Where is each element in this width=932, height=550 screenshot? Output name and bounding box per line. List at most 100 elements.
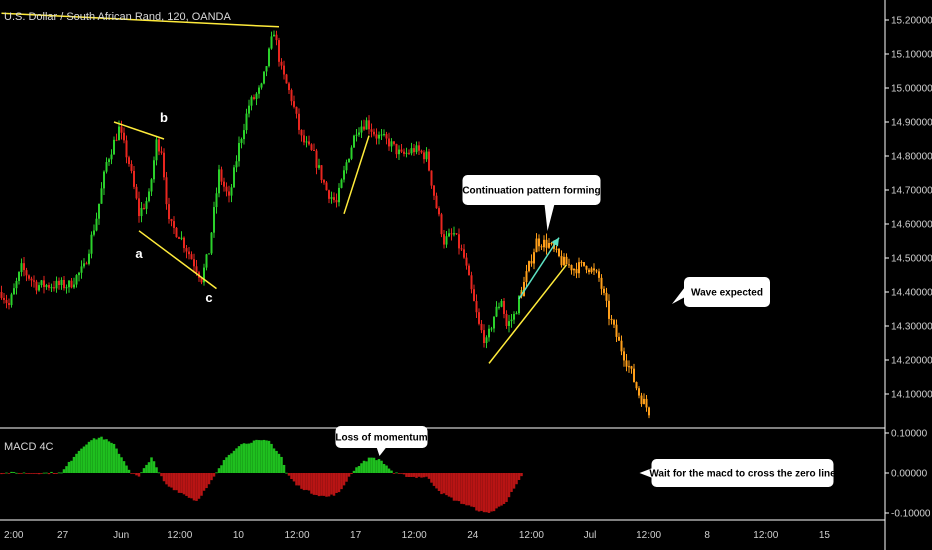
time-tick-label: 12:00 bbox=[284, 530, 309, 541]
price-candle bbox=[343, 165, 345, 183]
macd-bar bbox=[420, 473, 423, 478]
macd-bar bbox=[457, 473, 461, 502]
price-body bbox=[483, 330, 485, 344]
macd-bar bbox=[262, 439, 266, 473]
price-candle bbox=[283, 60, 285, 80]
price-candle bbox=[260, 82, 263, 90]
macd-bar bbox=[432, 473, 436, 486]
callout-box[interactable]: Continuation pattern forming bbox=[462, 175, 601, 231]
macd-bar bbox=[237, 446, 241, 473]
price-body bbox=[435, 195, 438, 209]
price-body bbox=[10, 294, 13, 306]
price-candle bbox=[458, 228, 460, 255]
candles-layer bbox=[0, 30, 523, 349]
price-body bbox=[275, 34, 278, 41]
price-body bbox=[293, 101, 295, 107]
callout-box[interactable]: Wave expected bbox=[672, 277, 770, 307]
macd-bar bbox=[50, 471, 53, 473]
trendline[interactable] bbox=[488, 264, 568, 364]
price-candle bbox=[5, 294, 8, 309]
projected-body bbox=[525, 271, 528, 283]
projected-candle bbox=[535, 233, 538, 253]
price-candle bbox=[330, 191, 333, 204]
trendline[interactable] bbox=[518, 237, 560, 300]
price-candle bbox=[3, 292, 5, 304]
price-body bbox=[185, 248, 188, 252]
price-body bbox=[390, 141, 393, 147]
price-body bbox=[163, 152, 165, 178]
price-candle bbox=[275, 30, 278, 46]
price-candle bbox=[108, 157, 110, 166]
price-candle bbox=[268, 47, 270, 68]
macd-panel[interactable] bbox=[0, 436, 523, 513]
price-candle bbox=[178, 236, 180, 239]
price-candle bbox=[175, 226, 178, 238]
price-body bbox=[188, 251, 190, 255]
price-candle bbox=[55, 276, 58, 293]
projected-candle bbox=[640, 392, 643, 407]
price-body bbox=[313, 149, 315, 151]
price-body bbox=[135, 186, 138, 199]
time-axis[interactable]: 2:00 27 Jun 12:00 10 12:00 17 12:00 24 12:00 Jul 12… bbox=[4, 530, 830, 541]
price-body bbox=[88, 253, 90, 264]
price-axis[interactable]: 15.20000 15.10000 15.00000 14.90000 14.80000… bbox=[885, 16, 932, 401]
trendline[interactable] bbox=[343, 135, 370, 215]
macd-bar bbox=[245, 443, 248, 473]
price-candle bbox=[145, 197, 148, 215]
price-body bbox=[505, 313, 508, 326]
trendline[interactable] bbox=[1, 12, 280, 28]
callout-box[interactable]: Wait for the macd to cross the zero line bbox=[639, 459, 837, 487]
price-body bbox=[125, 140, 128, 158]
callout-box[interactable]: Loss of momentum bbox=[335, 426, 428, 456]
price-candle bbox=[290, 88, 293, 106]
macd-bar bbox=[240, 444, 243, 473]
macd-bar bbox=[370, 457, 373, 473]
projected-candle bbox=[590, 266, 593, 274]
price-panel[interactable] bbox=[0, 12, 651, 419]
macd-bar bbox=[320, 473, 323, 496]
price-candle bbox=[480, 320, 483, 334]
macd-bar bbox=[345, 473, 348, 482]
price-body bbox=[225, 186, 228, 192]
macd-bar bbox=[102, 439, 106, 473]
price-candle bbox=[90, 231, 93, 259]
price-body bbox=[178, 237, 180, 239]
price-body bbox=[315, 150, 318, 168]
price-candle bbox=[485, 335, 488, 349]
macd-axis[interactable]: 0.10000 0.00000 -0.10000 bbox=[885, 429, 931, 520]
macd-bar bbox=[392, 473, 396, 474]
macd-bar bbox=[495, 473, 498, 509]
price-body bbox=[503, 300, 505, 314]
price-body bbox=[58, 280, 60, 286]
price-body bbox=[288, 83, 290, 91]
price-tick-label: 14.70000 bbox=[891, 186, 932, 197]
price-candle bbox=[258, 85, 260, 99]
price-candle bbox=[415, 141, 418, 155]
price-candle bbox=[288, 81, 290, 95]
price-body bbox=[325, 182, 328, 191]
trendline[interactable] bbox=[113, 121, 165, 140]
price-body bbox=[358, 132, 360, 135]
macd-bar bbox=[455, 473, 458, 501]
price-candle bbox=[53, 281, 55, 292]
price-body bbox=[445, 236, 448, 245]
price-candle bbox=[125, 135, 128, 164]
macd-bar bbox=[230, 453, 233, 473]
callout-tail bbox=[672, 287, 685, 304]
trendline[interactable] bbox=[138, 230, 217, 290]
price-body bbox=[15, 280, 18, 289]
time-tick-label: Jul bbox=[584, 530, 597, 541]
price-candle bbox=[313, 143, 315, 152]
macd-bar bbox=[407, 473, 411, 477]
price-candle bbox=[255, 92, 258, 106]
price-body bbox=[148, 191, 150, 202]
macd-bar bbox=[0, 473, 3, 475]
price-candle bbox=[320, 164, 323, 184]
price-body bbox=[488, 328, 490, 338]
price-candle bbox=[370, 123, 373, 138]
callout-text: Wait for the macd to cross the zero line bbox=[649, 469, 836, 480]
macd-bar bbox=[292, 473, 296, 482]
price-tick-label: 15.10000 bbox=[891, 50, 932, 61]
macd-bar bbox=[252, 440, 256, 473]
